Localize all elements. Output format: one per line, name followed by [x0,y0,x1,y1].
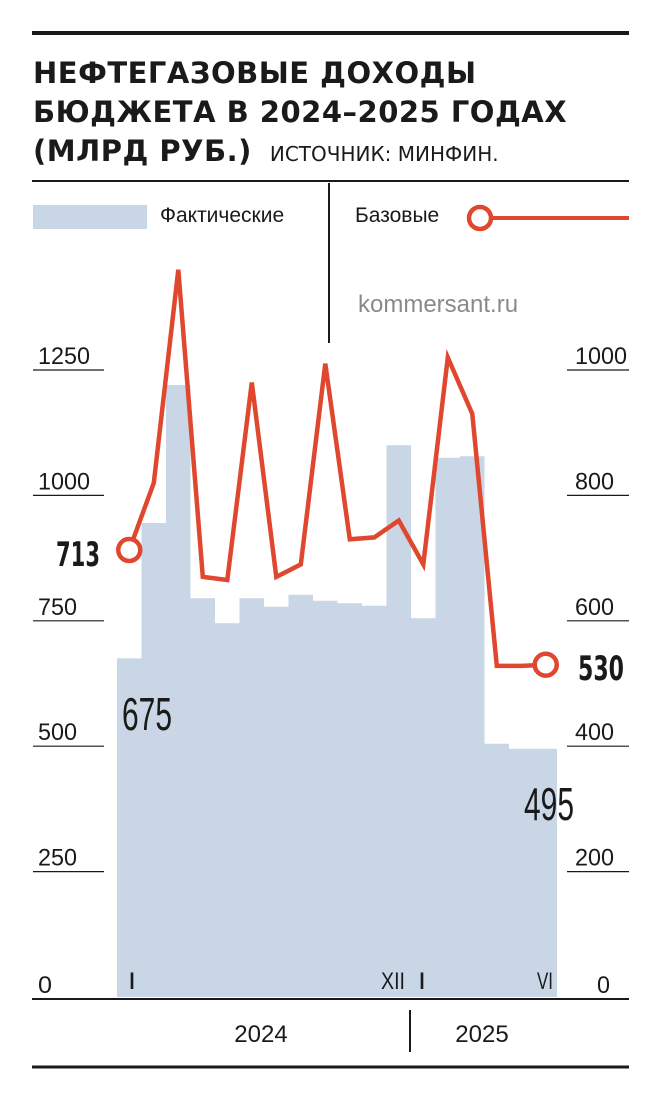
title-units: (МЛРД РУБ.) [33,134,252,168]
actual-area-layer [117,385,557,997]
baseline-series-line [127,269,546,669]
axes-layer: 0 250 500 750 1000 1250 0 200 400 600 800 1000 [32,343,629,1069]
legend-swatch-actual [33,205,147,229]
title-line-3: (МЛРД РУБ.) ИСТОЧНИК: МИНФИН. [33,132,633,174]
title-line-2: БЮДЖЕТА В 2024–2025 ГОДАХ [33,95,568,129]
chart-title: НЕФТЕГАЗОВЫЕ ДОХОДЫ БЮДЖЕТА В 2024–2025 … [33,54,633,174]
right-axis-label-600: 600 [575,594,614,621]
actual-first-value: 675 [122,688,172,740]
legend-label-actual: Фактические [160,204,285,227]
source-note: ИСТОЧНИК: МИНФИН. [269,142,499,166]
watermark: kommersant.ru [358,291,518,318]
left-axis-label-0: 0 [38,972,52,999]
year-label-2024: 2024 [234,1021,287,1048]
month-label-11: XII [381,968,405,995]
baseline-last-value: 530 [578,649,624,689]
left-axis-label-750: 750 [38,594,77,621]
baseline-marker-first [116,536,143,564]
right-axis-label-0: 0 [597,972,610,999]
legend-top-rule [32,180,629,182]
baseline-marker-last [532,651,559,678]
baseline-line-layer [116,269,559,678]
left-axis-label-1250: 1250 [38,343,90,370]
legend-marker-baseline [466,204,494,232]
month-label-12: I [418,968,426,995]
left-axis-label-1000: 1000 [38,468,90,495]
month-label-0: I [128,968,136,995]
actual-last-value: 495 [524,778,574,830]
baseline-first-value: 713 [56,535,100,575]
right-axis-label-800: 800 [575,468,614,495]
left-axis-label-250: 250 [38,845,77,872]
month-label-17: VI [537,968,553,995]
title-line-1: НЕФТЕГАЗОВЫЕ ДОХОДЫ [33,56,477,90]
labels-layer: 713 530 675 495 I XII I VI 2024 2025 [56,535,624,1048]
top-rule [32,31,629,35]
right-axis-label-200: 200 [575,845,614,872]
legend-label-baseline: Базовые [355,204,440,227]
legend-layer: kommersant.ru [33,183,629,343]
actual-series-area [117,385,557,997]
right-axis-label-400: 400 [575,719,614,746]
right-axis-label-1000: 1000 [575,343,627,370]
year-label-2025: 2025 [455,1021,508,1048]
left-axis-label-500: 500 [38,719,77,746]
